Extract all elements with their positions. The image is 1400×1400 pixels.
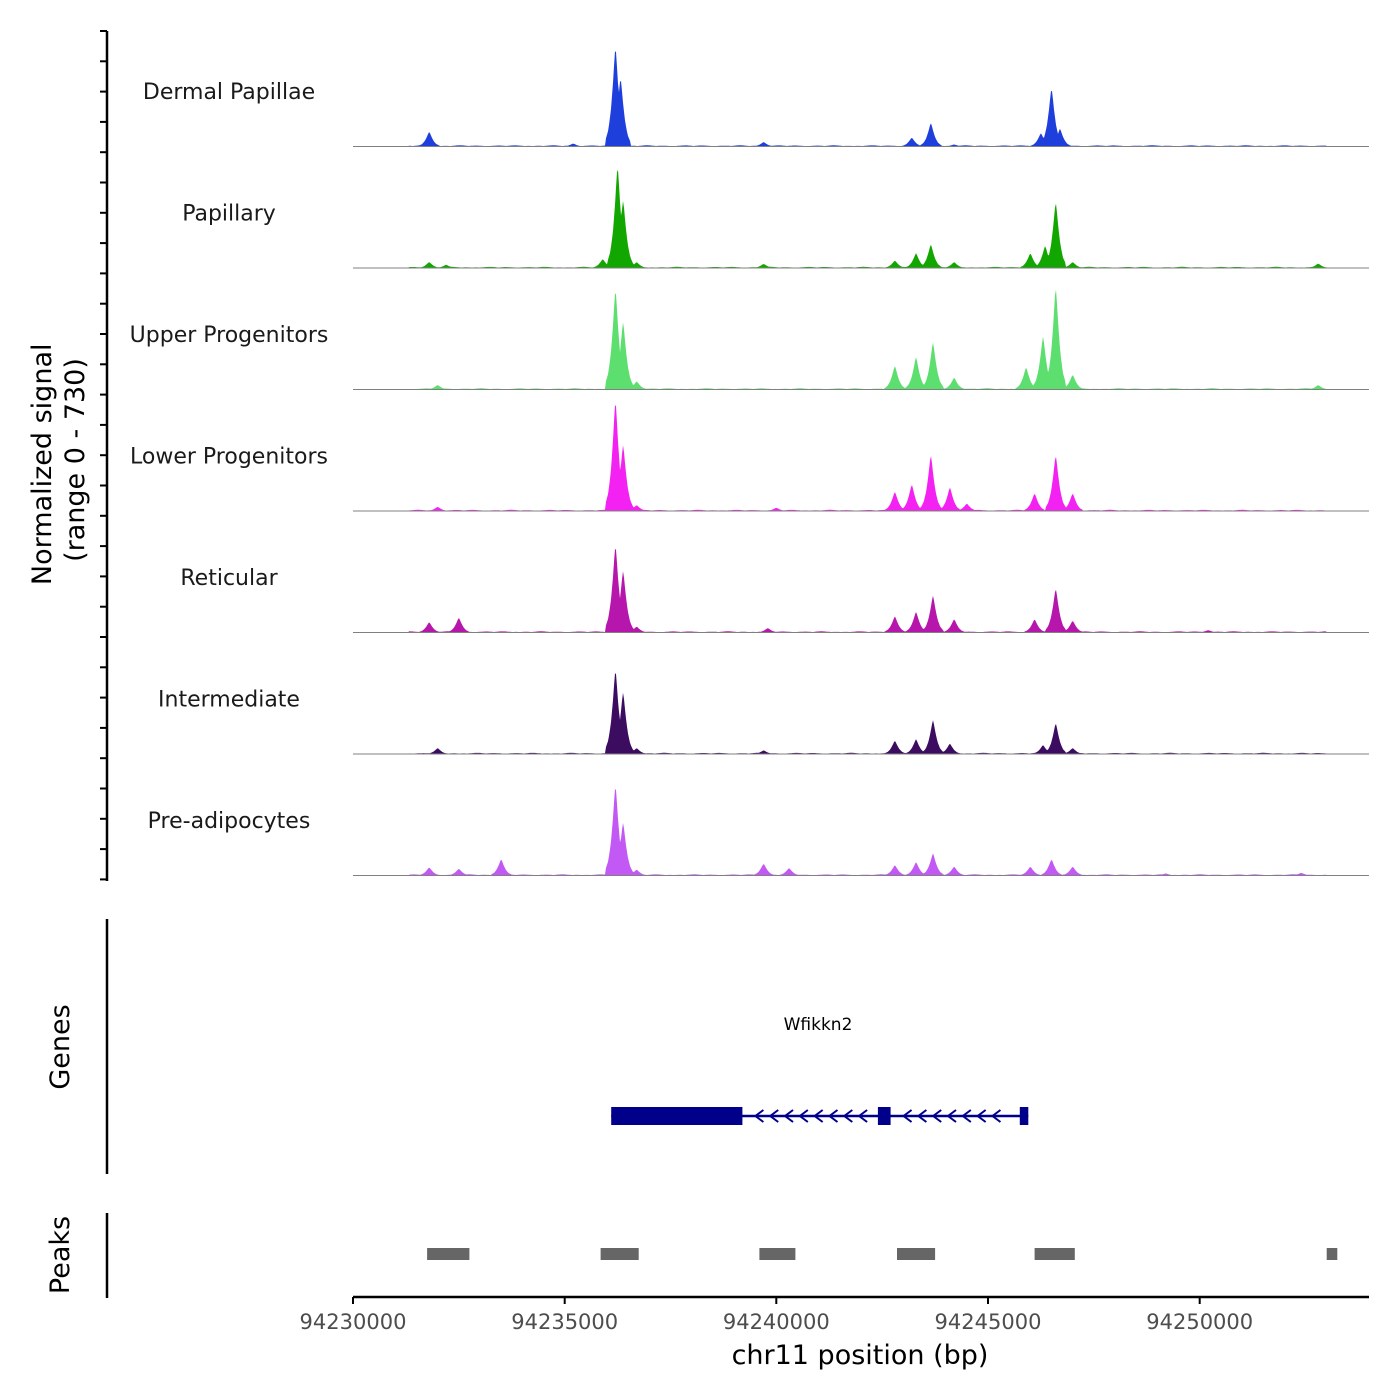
peak-region — [759, 1248, 796, 1260]
gene-exon — [1019, 1107, 1029, 1125]
strand-arrow — [827, 1109, 839, 1123]
strand-arrow — [931, 1109, 942, 1123]
peak-region — [600, 1248, 639, 1260]
coverage-area-dermal-papillae — [353, 51, 1369, 147]
coverage-y-ticks — [100, 30, 107, 881]
track-label-dermal-papillae: Dermal Papillae — [143, 80, 315, 105]
coverage-area-papillary — [353, 170, 1369, 268]
track-label-reticular: Reticular — [180, 566, 278, 591]
peak-region — [427, 1248, 470, 1260]
y-axis-title-line1: Normalized signal — [27, 344, 58, 586]
track-pre-adipocytes: Pre-adipocytes — [148, 789, 1369, 876]
strand-arrow — [798, 1109, 809, 1123]
coverage-area-pre-adipocytes — [353, 789, 1369, 876]
track-upper-progenitors: Upper Progenitors — [130, 289, 1369, 390]
x-tick-label: 94230000 — [300, 1310, 407, 1334]
track-label-upper-progenitors: Upper Progenitors — [130, 323, 329, 348]
coverage-area-intermediate — [353, 673, 1369, 754]
track-lower-progenitors: Lower Progenitors — [130, 405, 1369, 512]
track-label-intermediate: Intermediate — [158, 688, 300, 713]
x-tick-label: 94240000 — [723, 1310, 830, 1334]
coverage-area-upper-progenitors — [353, 289, 1369, 390]
strand-arrow — [857, 1109, 868, 1123]
strand-arrow — [961, 1109, 972, 1123]
gene-label: Wfikkn2 — [784, 1015, 853, 1035]
strand-arrow — [975, 1109, 987, 1123]
track-reticular: Reticular — [180, 549, 1369, 633]
coverage-tracks: Dermal Papillae Papillary Upper Progenitor… — [130, 51, 1369, 876]
gene-model: Wfikkn2 — [611, 1015, 1029, 1125]
peak-region — [897, 1248, 936, 1260]
x-tick-label: 94245000 — [935, 1310, 1042, 1334]
coverage-area-reticular — [353, 549, 1369, 633]
track-dermal-papillae: Dermal Papillae — [143, 51, 1369, 147]
gene-exon — [611, 1107, 743, 1125]
peak-region — [1034, 1248, 1075, 1260]
strand-arrow — [916, 1109, 927, 1123]
x-tick-label: 94235000 — [511, 1310, 618, 1334]
strand-arrow — [990, 1109, 1002, 1123]
peak-region — [1326, 1248, 1338, 1260]
strand-arrow — [753, 1109, 764, 1123]
strand-arrow — [768, 1109, 779, 1123]
track-papillary: Papillary — [182, 170, 1369, 269]
x-axis-title: chr11 position (bp) — [732, 1340, 989, 1371]
track-label-pre-adipocytes: Pre-adipocytes — [148, 809, 311, 834]
gene-exon — [877, 1107, 891, 1125]
strand-arrow — [783, 1109, 794, 1123]
strand-arrow — [901, 1109, 913, 1123]
strand-arrow — [946, 1109, 957, 1123]
genes-track-title: Genes — [45, 1004, 76, 1089]
strand-arrow — [842, 1109, 853, 1123]
track-label-lower-progenitors: Lower Progenitors — [130, 445, 328, 470]
coverage-area-lower-progenitors — [353, 405, 1369, 511]
peaks-track-title: Peaks — [45, 1216, 76, 1294]
y-axis-title-line2: (range 0 - 730) — [60, 358, 91, 562]
x-tick-label: 94250000 — [1146, 1310, 1253, 1334]
track-label-papillary: Papillary — [182, 202, 276, 227]
track-intermediate: Intermediate — [158, 673, 1369, 755]
x-axis-ticks: 94230000 94235000 94240000 94245000 94250000 — [300, 1297, 1253, 1334]
y-axis-title: Normalized signal (range 0 - 730) — [27, 335, 91, 585]
peak-regions — [427, 1248, 1338, 1260]
strand-arrow — [813, 1109, 824, 1123]
